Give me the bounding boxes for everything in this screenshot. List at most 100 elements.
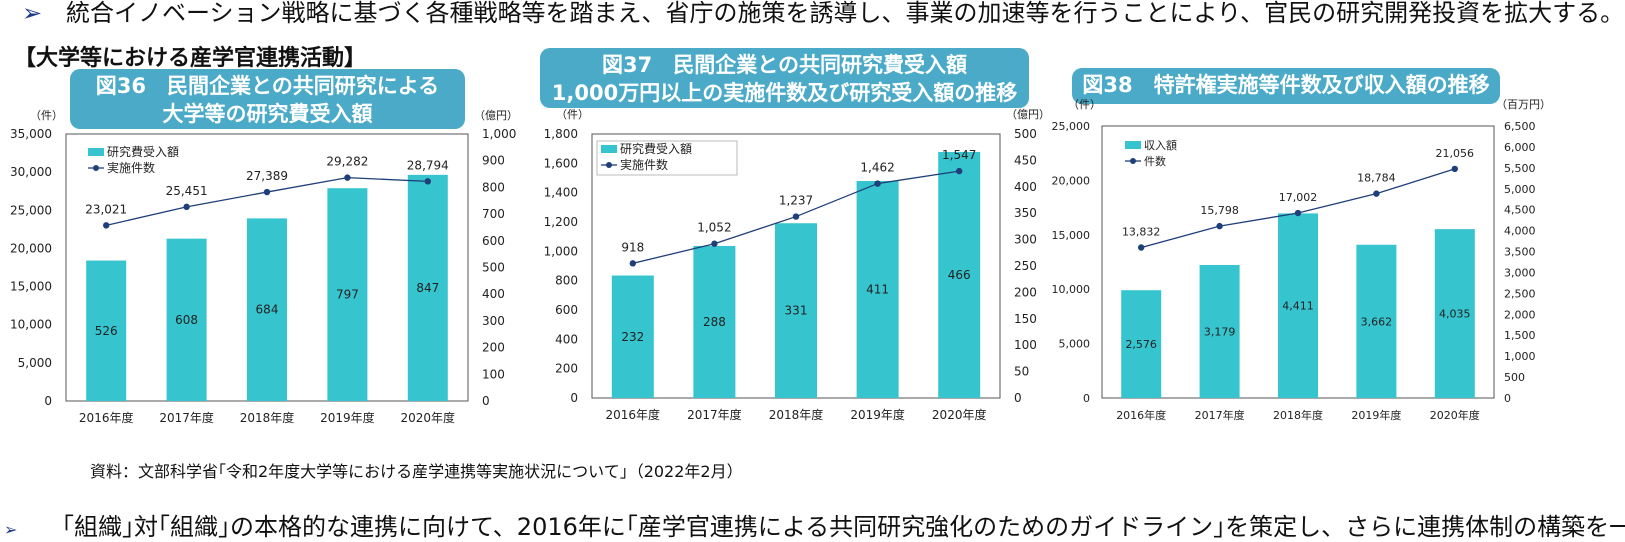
line-point	[711, 240, 718, 247]
right-tick-label: 600	[482, 234, 505, 248]
right-tick-label: 500	[1504, 371, 1525, 384]
category-label: 2018年度	[769, 407, 824, 422]
right-tick-label: 100	[482, 367, 505, 381]
bar-value-label: 466	[948, 268, 971, 282]
bar-value-label: 411	[866, 282, 889, 296]
bar-value-label: 4,411	[1282, 300, 1314, 313]
line-point	[1373, 190, 1380, 197]
line-point	[1451, 165, 1459, 173]
left-tick-label: 30,000	[10, 165, 52, 179]
line-point	[874, 180, 881, 187]
chart-36-title: 図36 民間企業との共同研究による 大学等の研究費受入額	[70, 69, 465, 129]
chart-36: （件） （億円） 0 5,000 10,000 15,000 20,000 25,000 30,…	[10, 109, 518, 425]
category-label: 2018年度	[1273, 408, 1323, 422]
right-tick-label: 6,000	[1504, 141, 1536, 154]
bullet-arrow-icon: ➢	[22, 0, 43, 27]
right-tick-label: 2,500	[1504, 287, 1536, 300]
line-point	[183, 203, 190, 211]
bar	[775, 223, 817, 398]
footer-line: ➢ ｢組織｣対｢組織｣の本格的な連携に向けて、2016年に｢産学官連携による共同研…	[4, 507, 1625, 542]
right-tick-label: 4,500	[1504, 204, 1536, 217]
left-tick-label: 1,800	[544, 127, 578, 141]
right-tick-label: 250	[1014, 259, 1037, 273]
right-tick-label: 300	[1014, 233, 1037, 247]
right-axis-unit: （億円）	[474, 109, 518, 122]
right-tick-label: 450	[1014, 153, 1037, 167]
line-value-label: 23,021	[85, 202, 127, 216]
left-tick-label: 25,000	[1052, 120, 1091, 133]
category-label: 2016年度	[606, 407, 661, 422]
right-tick-label: 2,000	[1504, 308, 1536, 321]
right-tick-label: 900	[482, 154, 505, 168]
bar	[166, 238, 207, 401]
left-tick-label: 25,000	[10, 203, 52, 217]
category-label: 2017年度	[687, 407, 742, 422]
left-tick-label: 1,600	[544, 156, 578, 170]
left-tick-label: 200	[555, 362, 578, 376]
bar	[1278, 213, 1318, 398]
chart-37: （件） （億円） 0 200 400 600 800 1,000 1,200 1,400 1,600…	[544, 108, 1050, 422]
right-tick-label: 5,500	[1504, 162, 1536, 175]
line-value-label: 13,832	[1122, 226, 1161, 239]
left-axis-unit: （件）	[556, 108, 589, 121]
right-tick-label: 1,000	[1504, 350, 1536, 363]
line-point	[956, 167, 963, 175]
left-tick-label: 10,000	[1052, 283, 1091, 296]
right-tick-label: 0	[1014, 391, 1022, 405]
line-value-label: 1,237	[779, 194, 813, 208]
line-value-label: 17,002	[1279, 191, 1318, 204]
bar	[1434, 229, 1475, 398]
legend-line-label: 実施件数	[620, 157, 668, 172]
source-note: 資料：文部科学省｢令和2年度大学等における産学連携等実施状況について｣（2022…	[90, 462, 743, 481]
left-tick-label: 15,000	[1052, 229, 1091, 242]
category-label: 2016年度	[1116, 408, 1166, 422]
left-tick-label: 0	[570, 391, 578, 405]
right-tick-label: 50	[1014, 365, 1029, 379]
line-point	[1294, 209, 1302, 217]
right-tick-label: 3,000	[1504, 266, 1536, 279]
line-value-label: 21,056	[1436, 147, 1475, 160]
right-axis-unit: （百万円）	[1496, 98, 1551, 111]
bar	[247, 218, 287, 401]
legend-bar-swatch	[88, 148, 104, 156]
bar-value-label: 3,179	[1204, 325, 1236, 338]
bar-value-label: 288	[703, 315, 726, 329]
line-value-label: 25,451	[166, 184, 208, 198]
left-tick-label: 800	[555, 274, 578, 288]
line-value-label: 1,052	[697, 221, 731, 235]
right-tick-label: 4,000	[1504, 225, 1536, 238]
bar-value-label: 608	[175, 313, 198, 327]
chart-37-title: 図37 民間企業との共同研究費受入額 1,000万円以上の実施件数及び研究受入額…	[540, 48, 1029, 108]
category-label: 2017年度	[159, 410, 214, 425]
legend-box	[596, 140, 738, 176]
left-axis-unit: （件）	[1068, 98, 1101, 111]
header-line: ➢ 統合イノベーション戦略に基づく各種戦略等を踏まえ、省庁の施策を誘導し、事業の加…	[22, 0, 1624, 28]
right-tick-label: 350	[1014, 206, 1037, 220]
right-tick-label: 6,500	[1504, 120, 1536, 133]
left-tick-label: 1,400	[544, 186, 578, 200]
legend-line-marker	[93, 165, 99, 171]
bar	[1121, 290, 1162, 398]
chart-38-title: 図38 特許権実施等件数及び収入額の推移	[1072, 68, 1500, 104]
line-point	[263, 188, 271, 196]
bar-value-label: 4,035	[1439, 308, 1471, 321]
chart-38: （件） （百万円） 0 5,000 10,000 15,000 20,000 25,000 0 5…	[1052, 98, 1552, 422]
bar-value-label: 3,662	[1361, 315, 1393, 328]
right-tick-label: 0	[482, 394, 490, 408]
bar-value-label: 331	[785, 304, 808, 318]
line-value-label: 15,798	[1200, 204, 1239, 217]
legend-line-marker	[1130, 158, 1136, 164]
category-label: 2020年度	[932, 407, 987, 422]
line-value-label: 1,547	[942, 148, 976, 162]
line-point	[629, 260, 636, 267]
bar	[1356, 244, 1397, 398]
line-point	[792, 213, 800, 220]
category-label: 2017年度	[1195, 408, 1245, 422]
left-tick-label: 20,000	[1052, 174, 1091, 187]
legend-line-label: 実施件数	[107, 160, 155, 175]
left-tick-label: 600	[555, 303, 578, 317]
footer-text: ｢組織｣対｢組織｣の本格的な連携に向けて、2016年に｢産学官連携による共同研究…	[62, 513, 1625, 541]
section-title: 【大学等における産学官連携活動】	[14, 46, 367, 71]
bar	[611, 275, 654, 398]
legend-line-label: 件数	[1144, 155, 1166, 168]
